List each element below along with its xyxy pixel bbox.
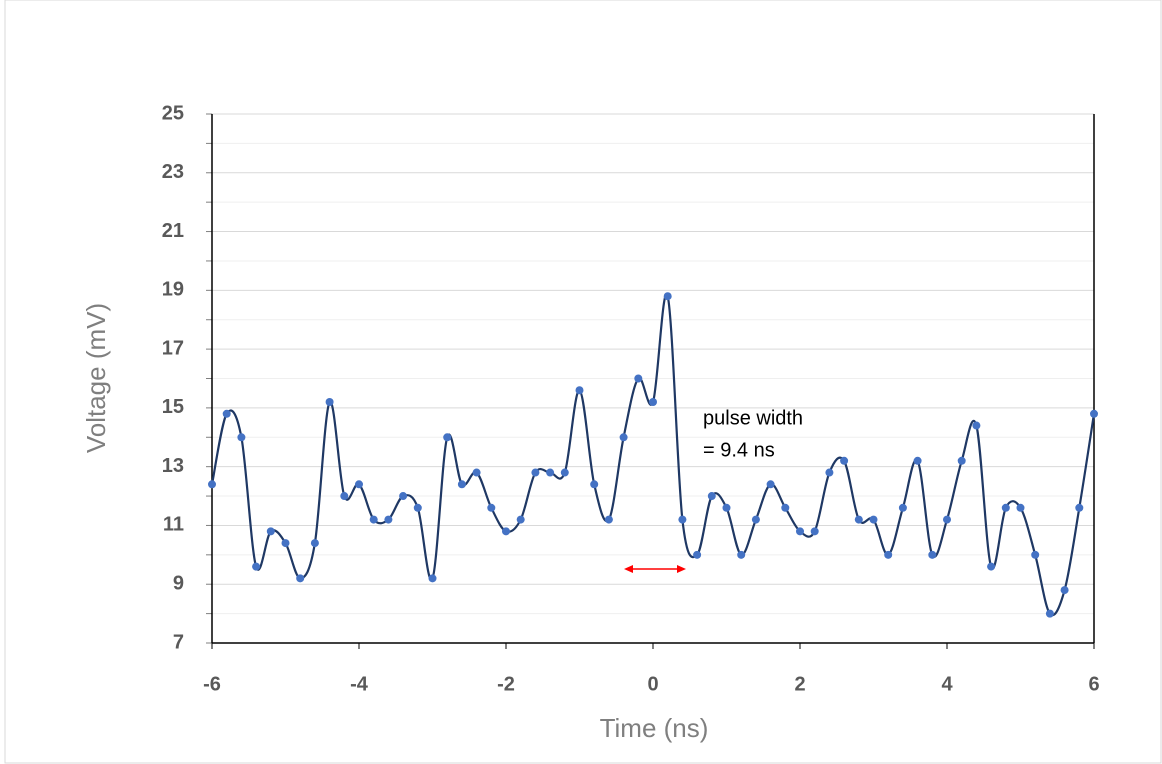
point <box>1060 586 1069 595</box>
x-tick-label: -2 <box>497 673 515 695</box>
point <box>707 492 716 501</box>
point <box>281 539 290 548</box>
point <box>1016 503 1025 512</box>
chart-area <box>4 0 1162 764</box>
point <box>972 421 981 430</box>
point <box>296 574 305 583</box>
point <box>619 433 628 442</box>
point <box>1075 503 1084 512</box>
y-tick-label: 13 <box>162 455 184 477</box>
point <box>913 456 922 465</box>
point <box>208 480 216 489</box>
point <box>428 574 437 583</box>
point <box>237 433 246 442</box>
point <box>1045 609 1054 618</box>
point <box>340 492 349 501</box>
point <box>678 515 687 524</box>
x-tick-label: 6 <box>1088 673 1099 695</box>
point <box>413 503 422 512</box>
point <box>399 492 408 501</box>
point <box>766 480 775 489</box>
y-tick-label: 15 <box>162 396 184 418</box>
y-axis-title: Voltage (mV) <box>81 303 111 453</box>
point <box>266 527 275 536</box>
point <box>502 527 510 536</box>
point <box>796 527 804 536</box>
point <box>825 468 834 477</box>
point <box>590 480 599 489</box>
point <box>1090 409 1098 418</box>
point <box>1031 550 1040 559</box>
pulse-arrow <box>624 565 686 573</box>
point <box>810 527 819 536</box>
point <box>898 503 907 512</box>
point <box>384 515 393 524</box>
point <box>751 515 760 524</box>
annotation: pulse width <box>703 407 803 429</box>
point <box>531 468 540 477</box>
point <box>840 456 849 465</box>
point <box>310 539 319 548</box>
point <box>649 398 657 407</box>
point <box>575 386 584 395</box>
point <box>869 515 878 524</box>
point <box>325 398 334 407</box>
y-tick-label: 7 <box>173 631 184 653</box>
point <box>516 515 525 524</box>
y-tick-label: 25 <box>162 102 184 124</box>
point <box>957 456 966 465</box>
point <box>472 468 481 477</box>
point <box>722 503 731 512</box>
point <box>560 468 569 477</box>
point <box>457 480 466 489</box>
y-tick-label: 23 <box>162 161 184 183</box>
point <box>222 409 231 418</box>
point <box>693 550 702 559</box>
annotation: = 9.4 ns <box>703 439 775 461</box>
point <box>737 550 746 559</box>
x-tick-label: 4 <box>941 673 953 695</box>
point <box>487 503 496 512</box>
y-tick-label: 21 <box>162 220 184 242</box>
point <box>252 562 261 571</box>
point <box>355 480 363 489</box>
point <box>634 374 643 383</box>
point <box>943 515 951 524</box>
y-tick-label: 17 <box>162 337 184 359</box>
x-axis-title: Time (ns) <box>600 713 709 743</box>
point <box>443 433 452 442</box>
y-tick-label: 9 <box>173 573 184 595</box>
y-tick-label: 11 <box>163 514 184 536</box>
x-tick-label: -6 <box>203 673 221 695</box>
point <box>854 515 863 524</box>
point <box>884 550 893 559</box>
point <box>928 550 937 559</box>
point <box>604 515 613 524</box>
point <box>781 503 790 512</box>
x-tick-label: 0 <box>647 673 658 695</box>
x-tick-label: 2 <box>794 673 805 695</box>
point <box>369 515 378 524</box>
y-tick-label: 19 <box>162 279 184 301</box>
point <box>987 562 996 571</box>
point <box>1001 503 1010 512</box>
x-tick-label: -4 <box>350 673 369 695</box>
point <box>546 468 555 477</box>
point <box>663 292 672 301</box>
